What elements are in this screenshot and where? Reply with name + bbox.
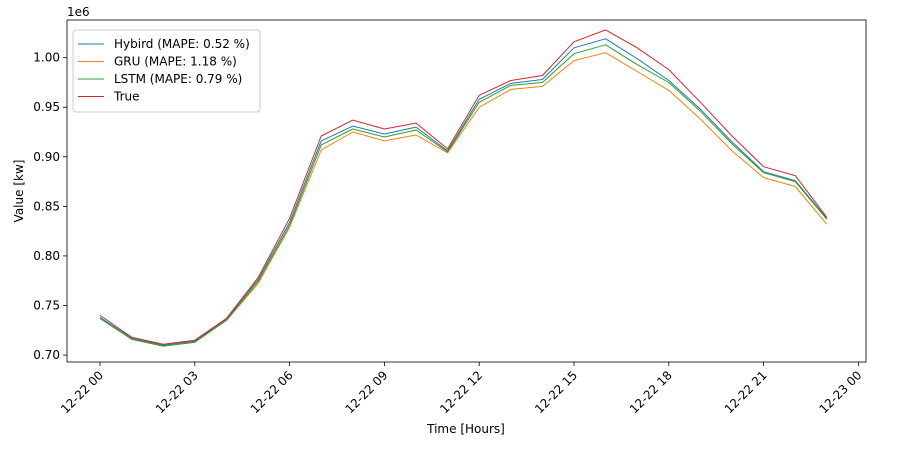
y-tick-label: 0.80 [33,249,60,263]
legend-label: Hybird (MAPE: 0.52 %) [114,37,250,51]
y-offset-label: 1e6 [67,5,90,19]
y-tick-label: 0.85 [33,199,60,213]
series-line-0 [99,38,828,346]
x-tick-label: 12-22 06 [248,368,296,416]
legend-box [72,29,261,113]
y-tick-label: 0.95 [33,100,60,114]
legend-label: LSTM (MAPE: 0.79 %) [114,72,242,86]
plot-frame [66,19,867,363]
series-line-3 [99,29,828,345]
x-tick-label: 12-22 15 [532,368,580,416]
y-tick-label: 0.75 [33,298,60,312]
legend-label: True [113,90,140,104]
x-tick-label: 12-22 12 [437,368,485,416]
series-line-2 [99,44,828,347]
legend: Hybird (MAPE: 0.52 %) GRU (MAPE: 1.18 %) L… [72,29,261,113]
series-lines [99,29,828,347]
x-tick-label: 12-22 18 [627,368,675,416]
x-tick-label: 12-23 00 [816,368,864,416]
x-tick-label: 12-22 03 [153,368,201,416]
x-axis-title: Time [Hours] [426,422,505,436]
y-tick-label: 1.00 [33,51,60,65]
x-tick-label: 12-22 09 [342,368,390,416]
y-tick-label: 0.70 [33,348,60,362]
x-axis-ticks: 12-22 00 12-22 03 12-22 06 12-22 09 12-22 12… [58,362,865,416]
x-tick-label: 12-22 21 [722,368,770,416]
y-axis-ticks: 0.70 0.75 0.80 0.85 0.90 0.95 1.00 [33,51,67,362]
y-axis-title: Value [kw] [12,160,26,223]
y-tick-label: 0.90 [33,150,60,164]
legend-label: GRU (MAPE: 1.18 %) [114,55,237,69]
x-tick-label: 12-22 00 [58,368,106,416]
